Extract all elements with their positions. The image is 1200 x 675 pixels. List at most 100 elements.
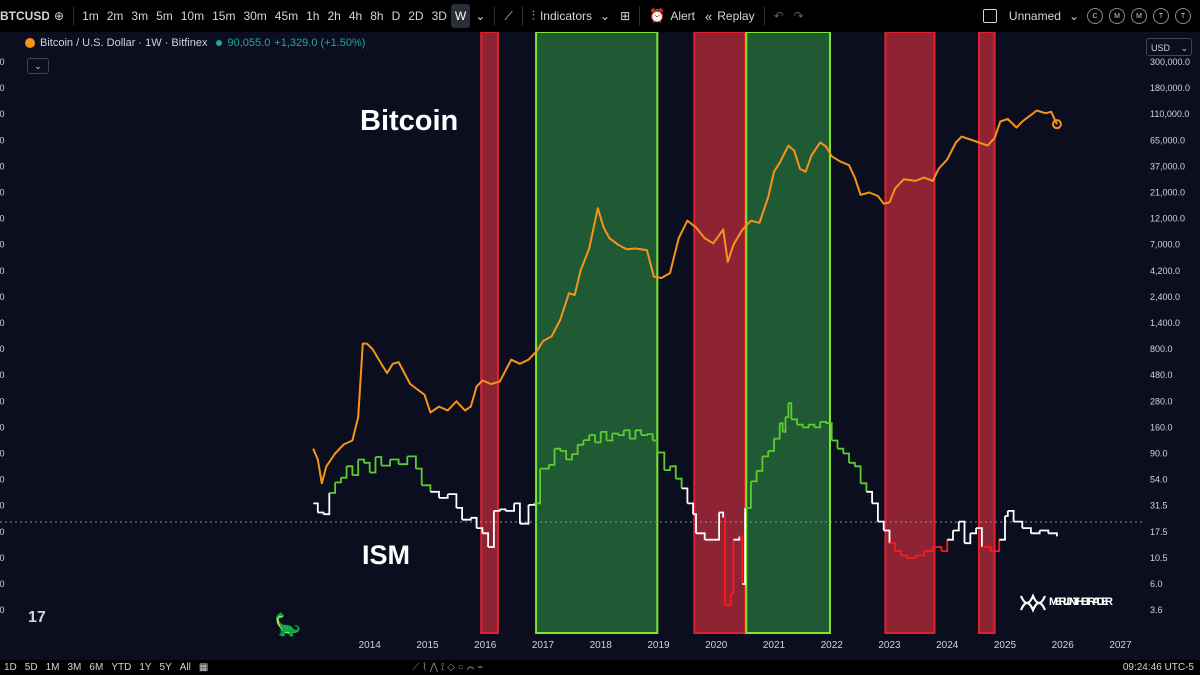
timeframe-button[interactable]: 3D <box>431 9 447 23</box>
ism-segment <box>340 466 348 479</box>
range-button[interactable]: YTD <box>111 662 132 673</box>
timeframe-button[interactable]: D <box>391 9 401 23</box>
ism-segment <box>941 539 949 552</box>
replay-label: Replay <box>717 9 755 23</box>
indicators-button[interactable]: ⫶ Indicators ⌄ <box>527 0 615 32</box>
timeframe-button[interactable]: 45m <box>274 9 299 23</box>
timeframe-button[interactable]: 4h <box>348 9 363 23</box>
price-axis-tick: 4,200.0 <box>1150 266 1180 276</box>
timeframe-dropdown[interactable]: ⌄ <box>470 0 490 32</box>
legend-collapse-button[interactable]: ⌄ <box>27 58 49 74</box>
ism-segment <box>849 461 856 467</box>
checkbox-icon <box>982 9 997 23</box>
ism-segment <box>860 482 868 492</box>
time-axis-tick: 2022 <box>821 640 844 651</box>
toolbar-right-group: Unnamed ⌄ C M M T T <box>978 0 1200 32</box>
range-button[interactable]: All <box>179 662 191 673</box>
range-button[interactable]: 3M <box>67 662 82 673</box>
range-button[interactable]: 1M <box>45 662 60 673</box>
symbol-search[interactable]: BTCUSD <box>0 9 49 23</box>
time-axis-tick: 2019 <box>647 640 670 651</box>
ism-segment <box>723 516 726 605</box>
left-axis-stub: .00 <box>0 396 5 406</box>
ism-segment <box>970 528 977 535</box>
quick-button-m[interactable]: M <box>1109 8 1125 24</box>
range-button[interactable]: 1Y <box>139 662 152 673</box>
price-chart[interactable]: Bitcoin ISM 300,000.0 180,000.0 110,000.0 6… <box>0 32 1200 660</box>
range-button[interactable]: 1D <box>4 662 17 673</box>
timeframe-button[interactable]: 10m <box>180 9 205 23</box>
ism-segment <box>415 467 423 486</box>
ism-segment <box>924 547 934 552</box>
ism-segment <box>629 430 637 440</box>
ism-segment <box>1007 510 1015 522</box>
ism-segment <box>976 527 983 547</box>
ism-segment <box>762 451 770 458</box>
ism-segment <box>623 429 631 439</box>
drawing-tools-strip[interactable]: ⟋ ⌇ ⋀ ⟟ ◇ ○ ⌒ ⌁ <box>412 662 484 673</box>
ism-segment <box>981 546 992 552</box>
indicators-label: Indicators <box>539 9 592 23</box>
ism-segment <box>652 439 659 453</box>
layout-name-button[interactable]: Unnamed ⌄ <box>978 0 1084 32</box>
layouts-button[interactable]: ⊞ <box>615 0 635 32</box>
add-symbol-button[interactable]: ⊕ <box>49 0 69 32</box>
left-axis-stub: .00 <box>0 527 5 537</box>
series-legend[interactable]: Bitcoin / U.S. Dollar · 1W · Bitfinex 90… <box>25 37 365 49</box>
ism-segment <box>687 502 694 515</box>
timeframe-button[interactable]: 2m <box>106 9 124 23</box>
ism-segment <box>791 418 798 425</box>
quick-button-c[interactable]: C <box>1087 8 1103 24</box>
timeframe-button[interactable]: 30m <box>243 9 267 23</box>
timeframe-button[interactable]: 2h <box>327 9 341 23</box>
timeframe-button[interactable]: 1h <box>306 9 320 23</box>
calendar-icon[interactable]: ▦ <box>198 662 209 673</box>
timeframe-button[interactable]: W <box>450 4 471 28</box>
price-axis-tick: 54.0 <box>1150 475 1168 485</box>
ism-segment <box>843 452 850 463</box>
redo-button[interactable]: ↷ <box>789 0 809 32</box>
quick-button-t[interactable]: T <box>1175 8 1191 24</box>
ism-segment <box>742 507 746 585</box>
ism-segment <box>724 593 732 606</box>
left-axis-stub: .00 <box>0 266 5 276</box>
ism-segment <box>883 529 891 544</box>
ism-segment <box>739 535 744 584</box>
timeframe-button[interactable]: 3m <box>131 9 149 23</box>
left-axis-stub: .00 <box>0 83 5 93</box>
red-band <box>977 32 996 634</box>
left-axis-stub: .00 <box>0 475 5 485</box>
undo-button[interactable]: ↶ <box>769 0 789 32</box>
ism-segment <box>571 444 579 455</box>
range-button[interactable]: 5Y <box>159 662 172 673</box>
timeframe-button[interactable]: 1m <box>82 9 99 23</box>
merlijn-logo-icon <box>1019 593 1047 613</box>
ism-segment <box>1022 527 1032 534</box>
ism-segment <box>768 438 775 452</box>
ism-segment <box>519 504 530 525</box>
price-axis[interactable]: 300,000.0 180,000.0 110,000.0 65,000.0 37,00… <box>1150 57 1190 615</box>
chart-type-button[interactable]: ⟋ <box>499 0 517 32</box>
quick-button-m[interactable]: M <box>1131 8 1147 24</box>
timeframe-button[interactable]: 8h <box>370 9 384 23</box>
alert-button[interactable]: ⏰ Alert <box>644 0 700 32</box>
quick-button-t[interactable]: T <box>1153 8 1169 24</box>
currency-selector[interactable]: USD ⌄ <box>1146 38 1192 56</box>
ism-segment <box>456 507 463 520</box>
timeframe-button[interactable]: 15m <box>212 9 236 23</box>
time-axis-tick: 2016 <box>474 640 497 651</box>
ism-segment <box>313 502 319 513</box>
timeframe-button[interactable]: 2D <box>408 9 424 23</box>
price-axis-tick: 160.0 <box>1150 422 1173 432</box>
time-axis[interactable]: 2014 2015 2016 2017 2018 2019 2020 2021 2022 2023… <box>359 640 1132 651</box>
ism-series <box>313 402 1058 606</box>
ism-segment <box>577 440 585 446</box>
left-axis-stub: .00 <box>0 422 5 432</box>
range-button[interactable]: 6M <box>89 662 104 673</box>
replay-button[interactable]: « Replay <box>700 0 760 32</box>
dino-mascot-icon: 🦕 <box>274 612 301 637</box>
range-button[interactable]: 5D <box>24 662 38 673</box>
ism-segment <box>560 450 567 460</box>
timeframe-button[interactable]: 5m <box>156 9 173 23</box>
price-axis-tick: 21,000.0 <box>1150 188 1185 198</box>
